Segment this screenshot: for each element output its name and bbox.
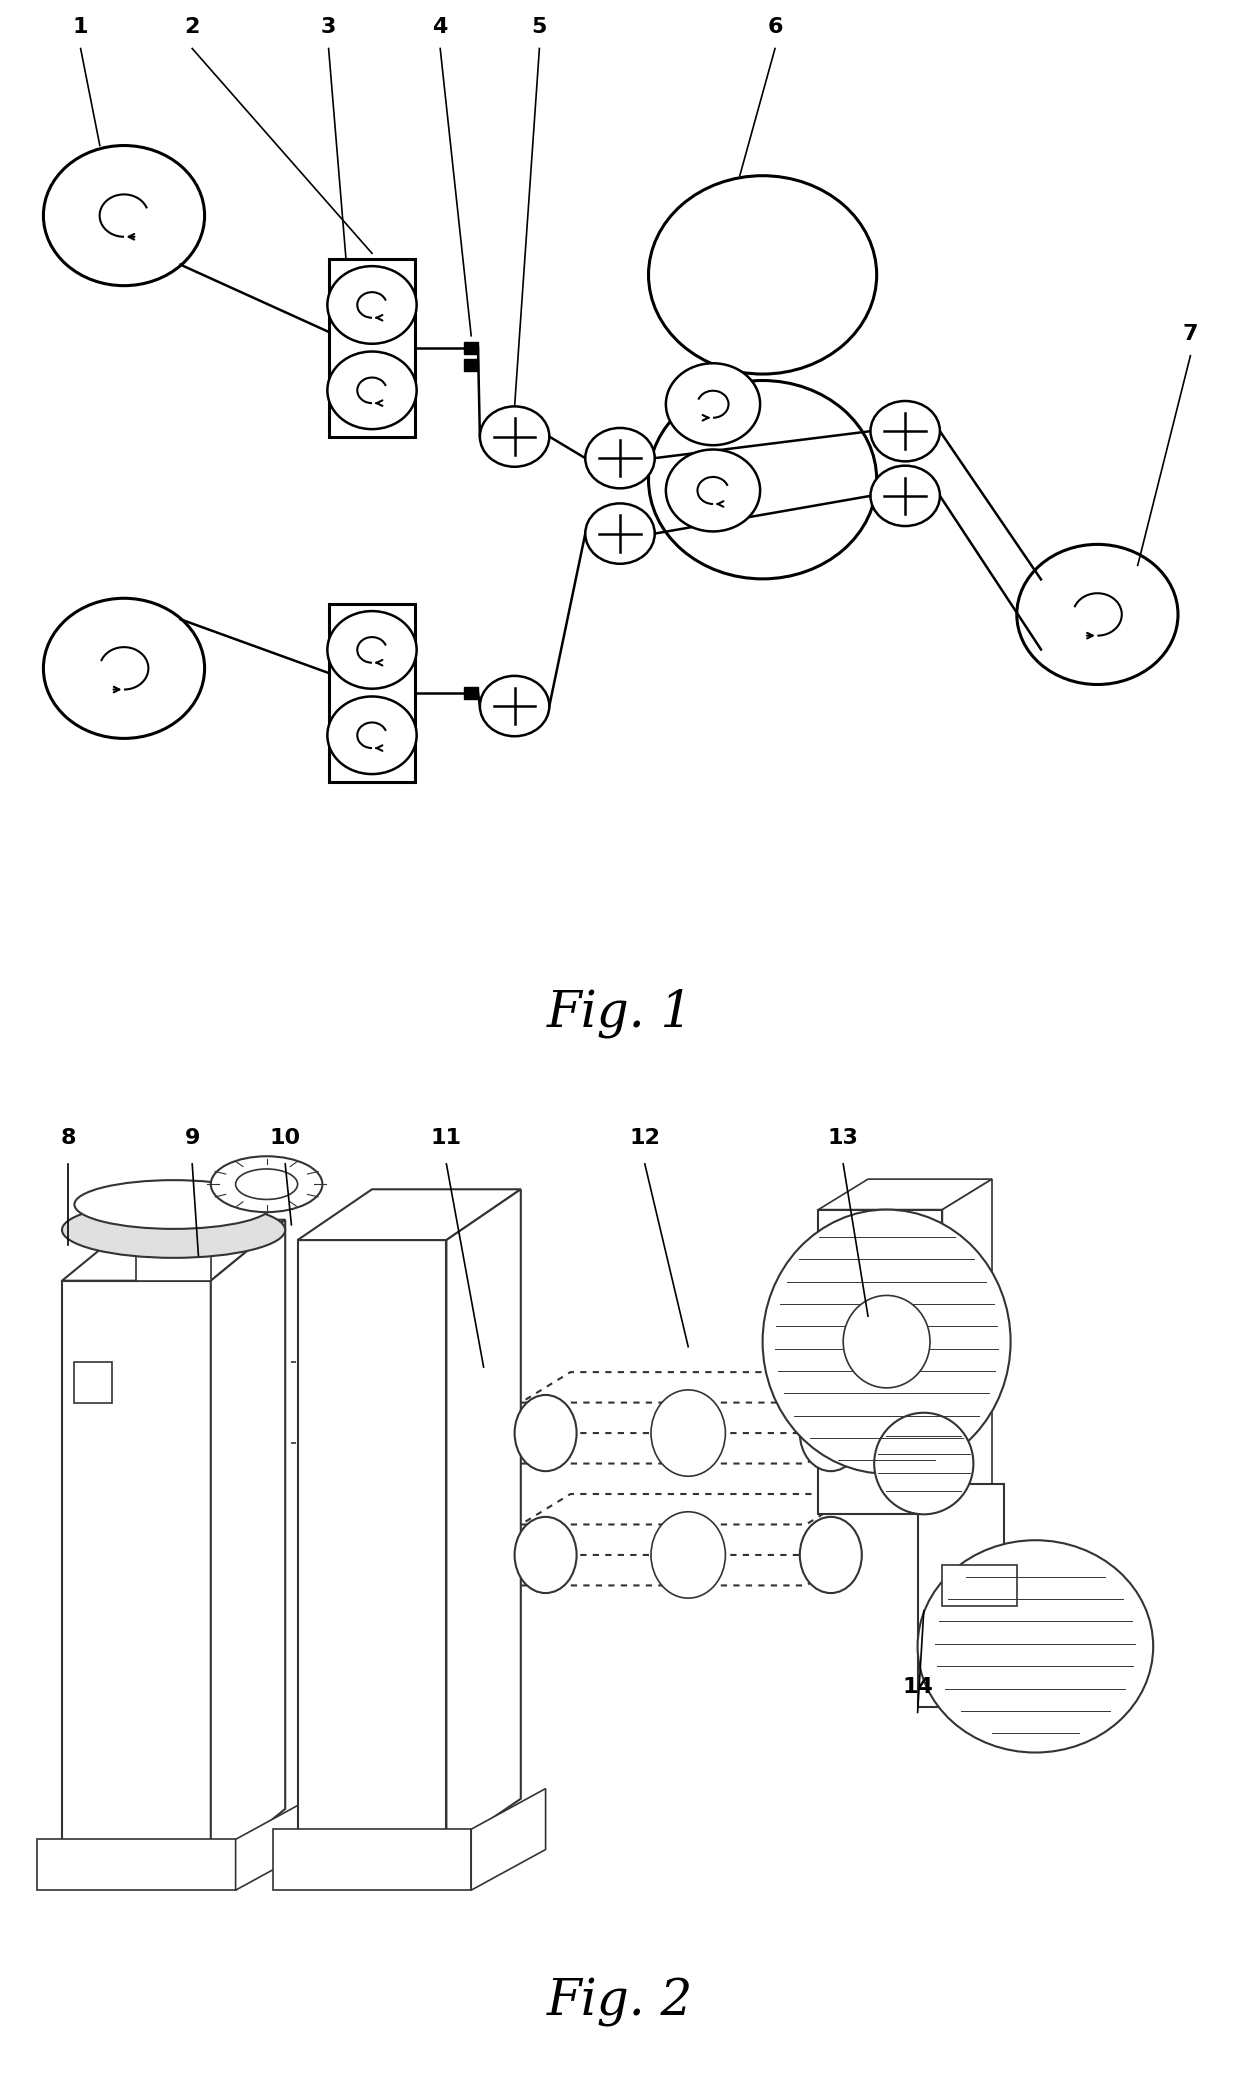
Polygon shape xyxy=(818,1211,942,1513)
Polygon shape xyxy=(942,1565,1017,1607)
Polygon shape xyxy=(74,1362,112,1403)
Text: 9: 9 xyxy=(185,1128,200,1148)
Circle shape xyxy=(585,504,655,564)
Text: 4: 4 xyxy=(433,17,448,37)
Ellipse shape xyxy=(843,1296,930,1387)
Polygon shape xyxy=(211,1362,298,1443)
Polygon shape xyxy=(521,1372,856,1403)
Circle shape xyxy=(480,676,549,736)
Circle shape xyxy=(666,363,760,446)
Text: 7: 7 xyxy=(1183,323,1198,344)
Polygon shape xyxy=(446,1190,521,1849)
Polygon shape xyxy=(298,1190,521,1240)
Polygon shape xyxy=(62,1219,285,1281)
Polygon shape xyxy=(918,1484,1004,1708)
Text: 6: 6 xyxy=(768,17,782,37)
Text: 5: 5 xyxy=(532,17,547,37)
Ellipse shape xyxy=(874,1414,973,1513)
Bar xyxy=(464,342,479,354)
Ellipse shape xyxy=(918,1540,1153,1752)
Ellipse shape xyxy=(763,1209,1011,1474)
Polygon shape xyxy=(37,1839,236,1891)
Polygon shape xyxy=(273,1828,471,1891)
Polygon shape xyxy=(471,1789,546,1891)
Ellipse shape xyxy=(651,1511,725,1598)
Circle shape xyxy=(666,450,760,531)
Ellipse shape xyxy=(651,1389,725,1476)
Text: 3: 3 xyxy=(321,17,336,37)
Bar xyxy=(329,259,415,437)
Polygon shape xyxy=(521,1432,856,1464)
Circle shape xyxy=(870,466,940,527)
Text: 13: 13 xyxy=(828,1128,858,1148)
Ellipse shape xyxy=(74,1180,273,1229)
Text: 14: 14 xyxy=(903,1677,932,1698)
Circle shape xyxy=(585,427,655,489)
Polygon shape xyxy=(521,1555,856,1586)
Ellipse shape xyxy=(515,1395,577,1472)
Text: 11: 11 xyxy=(432,1128,461,1148)
Circle shape xyxy=(327,352,417,429)
Circle shape xyxy=(870,400,940,462)
Ellipse shape xyxy=(236,1169,298,1200)
Text: Fig. 2: Fig. 2 xyxy=(547,1978,693,2027)
Bar xyxy=(464,686,479,699)
Text: 1: 1 xyxy=(73,17,88,37)
Polygon shape xyxy=(818,1180,992,1211)
Polygon shape xyxy=(136,1219,211,1281)
Text: 8: 8 xyxy=(61,1128,76,1148)
Circle shape xyxy=(480,406,549,466)
Text: 10: 10 xyxy=(269,1128,301,1148)
Polygon shape xyxy=(236,1799,310,1891)
Text: 12: 12 xyxy=(630,1128,660,1148)
Text: 2: 2 xyxy=(185,17,200,37)
Polygon shape xyxy=(211,1219,285,1870)
Polygon shape xyxy=(942,1180,992,1513)
Polygon shape xyxy=(62,1281,211,1870)
Ellipse shape xyxy=(211,1157,322,1213)
Circle shape xyxy=(327,697,417,773)
Polygon shape xyxy=(298,1240,446,1849)
Ellipse shape xyxy=(800,1517,862,1592)
Polygon shape xyxy=(521,1495,856,1524)
Circle shape xyxy=(327,265,417,344)
Circle shape xyxy=(327,612,417,688)
Ellipse shape xyxy=(800,1395,862,1472)
Bar xyxy=(329,603,415,782)
Ellipse shape xyxy=(62,1202,285,1258)
Text: Fig. 1: Fig. 1 xyxy=(547,989,693,1039)
Bar xyxy=(464,359,479,371)
Ellipse shape xyxy=(515,1517,577,1592)
